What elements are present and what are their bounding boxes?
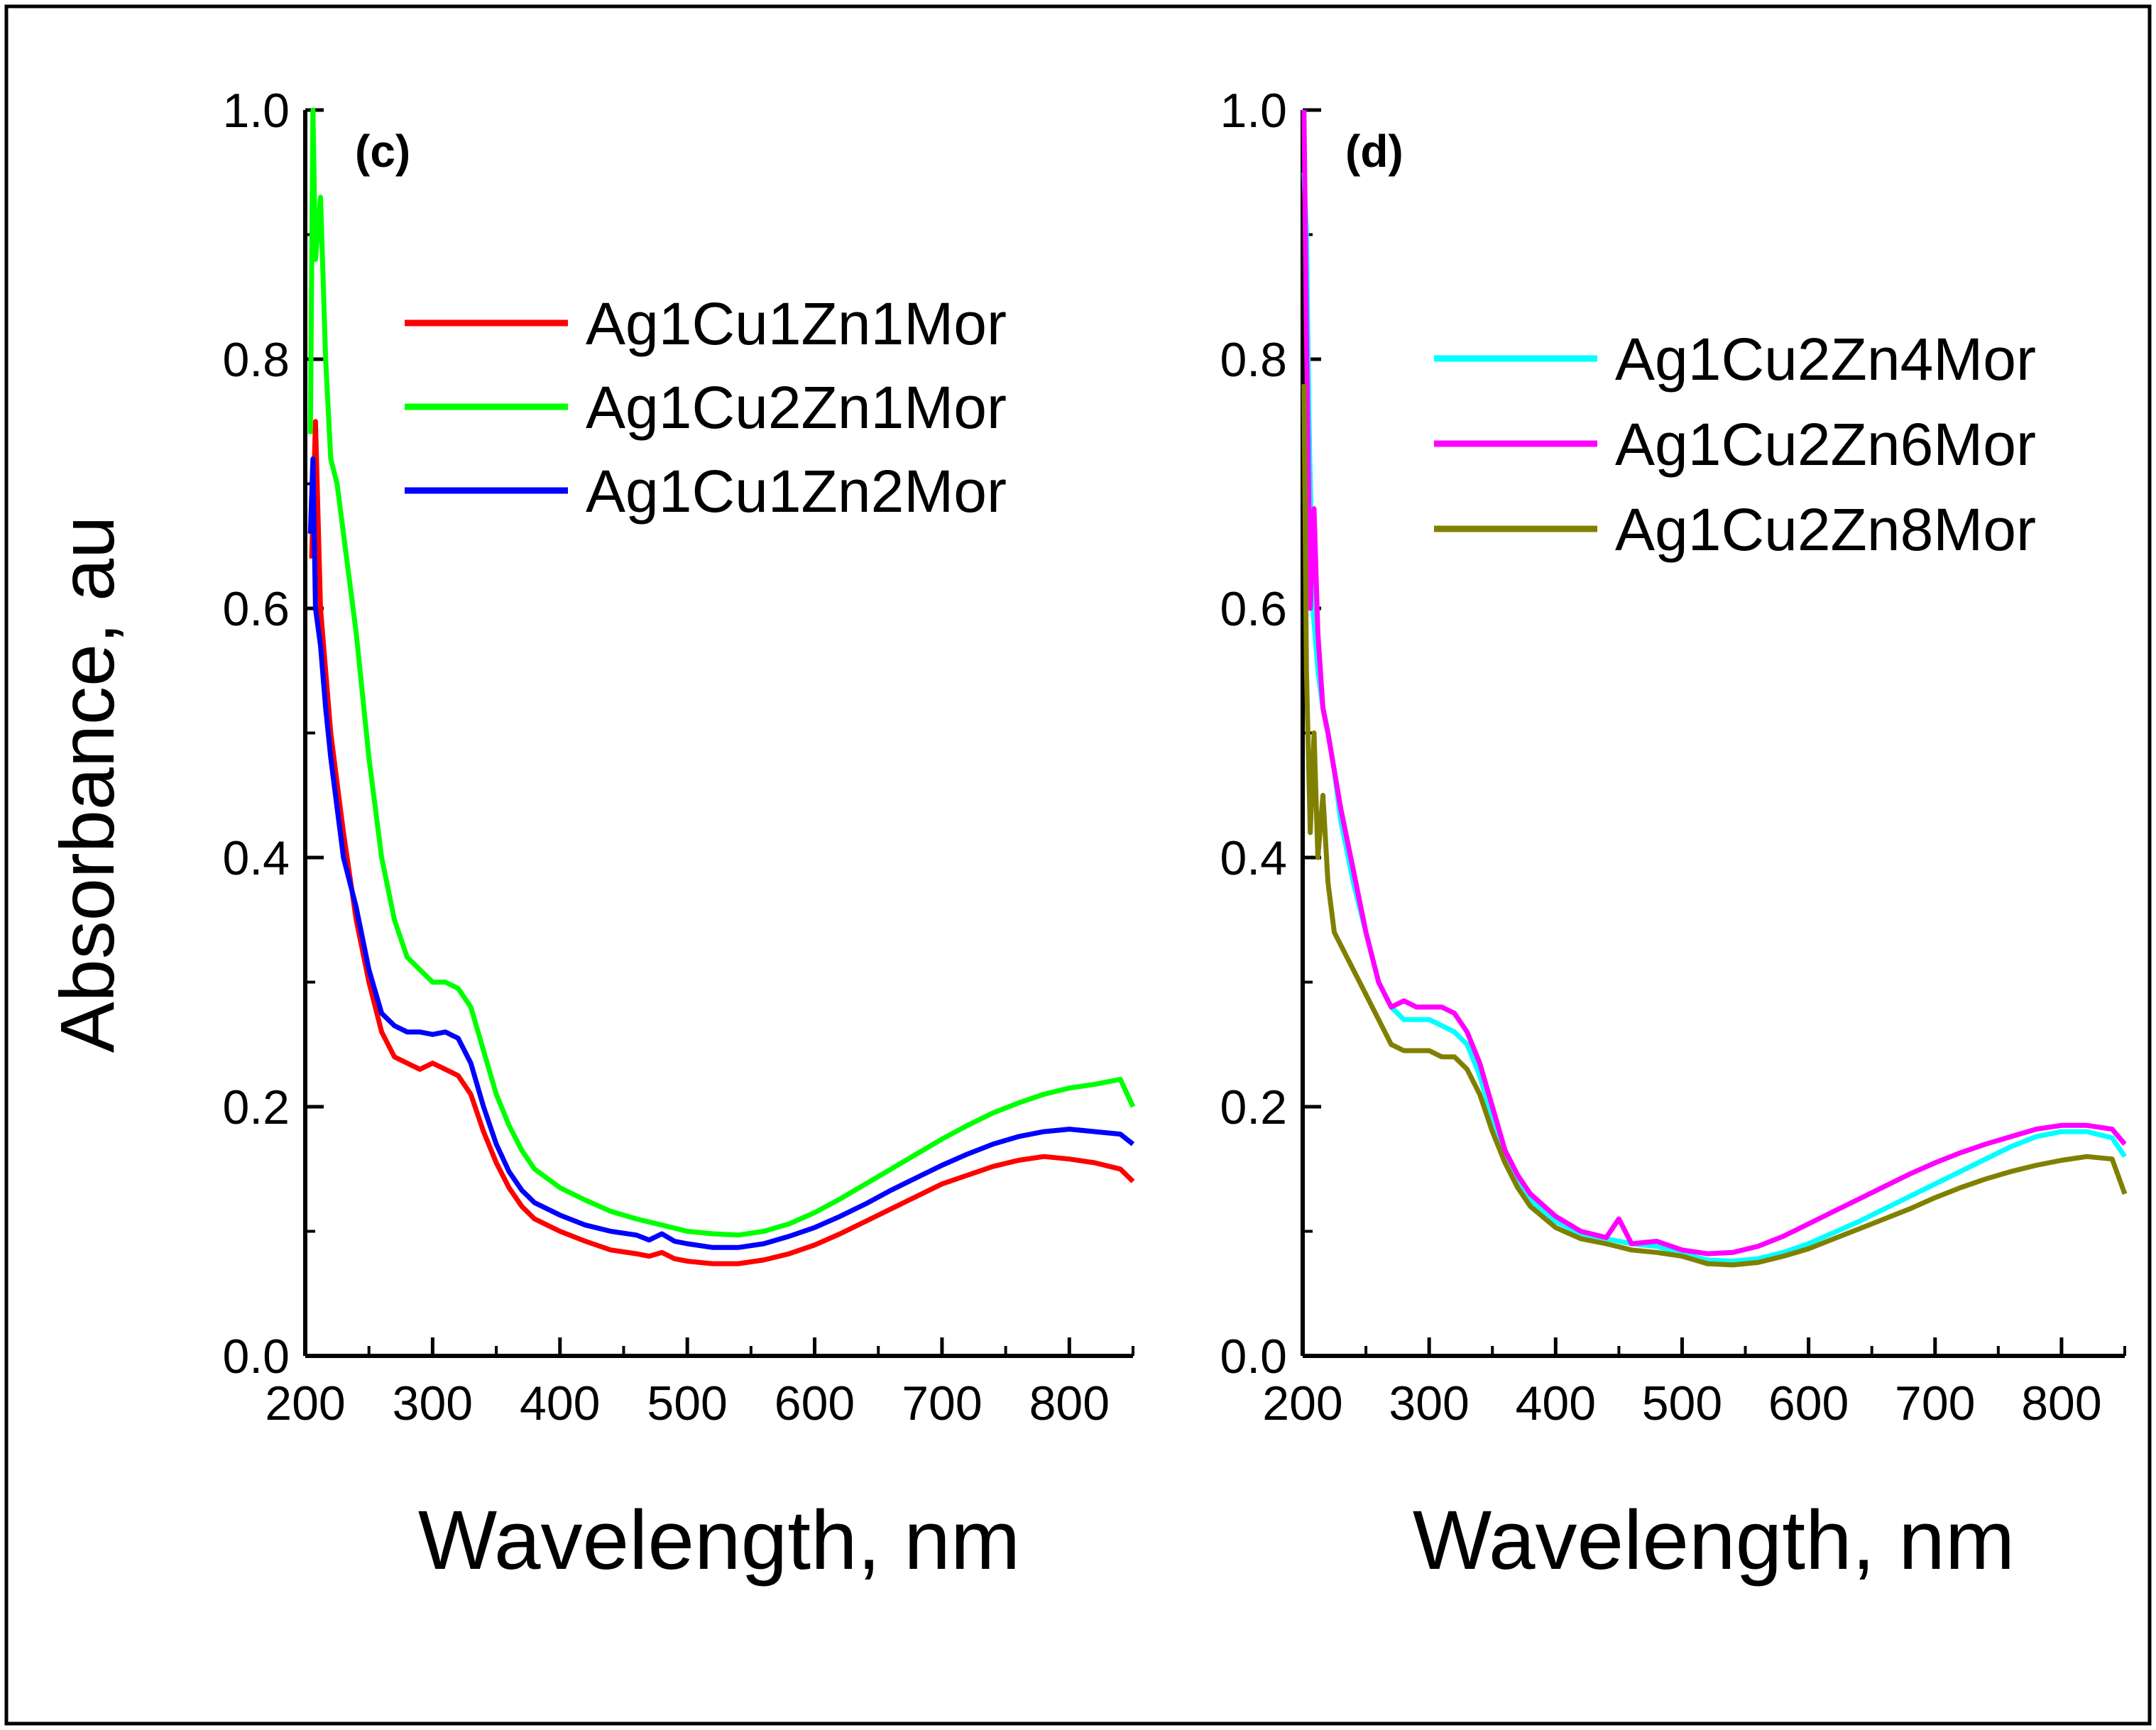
y-tick-label: 0.0 [1220, 1330, 1287, 1384]
legend-label: Ag1Cu2Zn4Mor [1615, 326, 2036, 393]
x-tick-label: 200 [1262, 1376, 1342, 1430]
series-line-Ag1Cu2Zn8Mor [1301, 384, 2128, 1268]
figure-border [4, 4, 2152, 1726]
x-tick-label: 300 [393, 1376, 473, 1430]
y-tick-label: 1.0 [222, 84, 290, 138]
legend-label: Ag1Cu2Zn6Mor [1615, 411, 2036, 478]
x-tick-label: 800 [2021, 1376, 2101, 1430]
y-tick-label: 0.6 [222, 582, 290, 636]
x-tick-label: 700 [1895, 1376, 1975, 1430]
series-line-Ag1Cu1Zn2Mor [307, 456, 1135, 1250]
x-axis-title: Wavelength, nm [1413, 1494, 2015, 1587]
x-tick-label: 400 [1516, 1376, 1596, 1430]
panel-label: (c) [355, 126, 410, 177]
y-axis-title: Absorbance, au [44, 516, 130, 1053]
y-tick-label: 0.6 [1220, 582, 1287, 636]
legend-label: Ag1Cu1Zn2Mor [586, 458, 1007, 525]
y-tick-label: 1.0 [1220, 84, 1287, 138]
legend-label: Ag1Cu1Zn1Mor [586, 290, 1007, 357]
x-tick-label: 800 [1029, 1376, 1110, 1430]
panel-label: (d) [1345, 126, 1403, 177]
x-tick-label: 200 [265, 1376, 345, 1430]
y-tick-label: 0.8 [1220, 333, 1287, 387]
y-tick-label: 0.4 [222, 831, 290, 885]
legend-label: Ag1Cu2Zn1Mor [586, 374, 1007, 441]
series-line-Ag1Cu1Zn1Mor [309, 419, 1135, 1266]
x-axis-title: Wavelength, nm [418, 1494, 1020, 1587]
y-tick-label: 0.0 [222, 1330, 290, 1384]
y-tick-label: 0.8 [222, 333, 290, 387]
x-tick-label: 600 [1768, 1376, 1849, 1430]
x-tick-label: 300 [1389, 1376, 1469, 1430]
series-line-Ag1Cu2Zn6Mor [1301, 109, 2127, 1257]
series-line-Ag1Cu2Zn1Mor [307, 107, 1136, 1238]
x-tick-label: 400 [520, 1376, 600, 1430]
x-tick-label: 600 [775, 1376, 855, 1430]
y-tick-label: 0.2 [222, 1080, 290, 1134]
panel-c: 0.0 0.2 0.4 0.6 0.8 1.0 200 300 400 500 600 700 800 W… [222, 84, 1136, 1587]
x-tick-label: 700 [902, 1376, 982, 1430]
y-tick-label: 0.4 [1220, 831, 1287, 885]
legend-label: Ag1Cu2Zn8Mor [1615, 496, 2036, 563]
x-tick-label: 500 [1642, 1376, 1722, 1430]
x-tick-label: 500 [647, 1376, 727, 1430]
panel-d: 0.0 0.2 0.4 0.6 0.8 1.0 200 300 400 500 600 700 800 W… [1220, 84, 2128, 1587]
y-tick-label: 0.2 [1220, 1080, 1287, 1134]
